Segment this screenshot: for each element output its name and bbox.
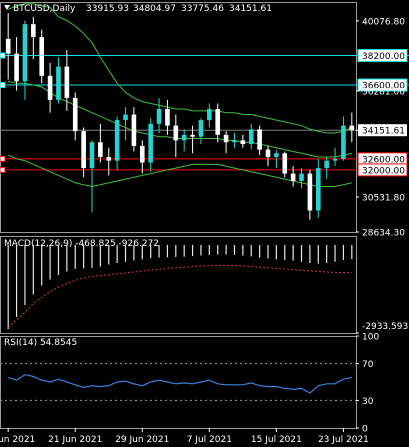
candle-body[interactable] (81, 131, 86, 169)
rsi-label: RSI(14) 54.8545 (4, 338, 77, 348)
level-handle (0, 166, 6, 173)
candle-body[interactable] (190, 134, 195, 137)
candle-body[interactable] (64, 66, 70, 98)
candle-body[interactable] (215, 109, 221, 135)
level-price-label: 32600.00 (362, 155, 405, 165)
rsi-tick-label: 0 (362, 425, 368, 435)
candle-body[interactable] (131, 114, 137, 146)
level-handle (0, 155, 6, 162)
candle-body[interactable] (232, 140, 237, 143)
bollinger-middle (8, 80, 352, 158)
level-box (357, 78, 408, 92)
price-tick-label: 34151.61 (362, 127, 405, 137)
candle-body[interactable] (290, 173, 296, 181)
candles[interactable] (5, 13, 355, 220)
ohlc-close: 34151.61 (229, 4, 272, 14)
candle-body[interactable] (240, 140, 246, 145)
level-box (357, 163, 408, 177)
time-tick-label: 23 Jul 2021 (318, 435, 369, 445)
candle-body[interactable] (114, 120, 120, 161)
ohlc-low: 33775.46 (181, 4, 224, 14)
rsi-line (8, 373, 352, 394)
macd-axis-label: -2933.593 (362, 322, 408, 332)
candle-body[interactable] (123, 114, 128, 121)
candle-body[interactable] (257, 129, 262, 150)
chart-header: BTCUSD,Daily 33915.93 34804.97 33775.46 … (4, 4, 272, 14)
current-price-box (358, 124, 407, 137)
macd-label: MACD(12,26,9) -468.825 -926.272 (4, 239, 159, 249)
candle-body[interactable] (198, 120, 204, 137)
candle-body[interactable] (47, 75, 53, 100)
time-axis: 13 Jun 2021 21 Jun 2021 29 Jun 2021 7 Jul 2… (0, 428, 369, 445)
price-tick-label: 28634.30 (362, 229, 405, 239)
level-price-label: 38200.00 (362, 52, 405, 62)
level-handle (0, 52, 6, 59)
level-price-label: 36600.00 (362, 82, 405, 92)
price-tick-label: 30531.80 (362, 193, 405, 203)
candle-body[interactable] (39, 37, 45, 76)
bollinger-lower (7, 154, 352, 188)
time-tick-label: 7 Jul 2021 (187, 435, 232, 445)
symbol-label: BTCUSD,Daily (13, 4, 76, 14)
candle-body[interactable] (165, 109, 170, 126)
candle-body[interactable] (349, 125, 355, 131)
candle-body[interactable] (72, 97, 78, 132)
candle-body[interactable] (207, 109, 212, 121)
level-handle (0, 82, 6, 89)
candle-body[interactable] (22, 24, 28, 82)
candle-body[interactable] (89, 142, 95, 169)
candle-body[interactable] (181, 134, 187, 141)
candle-body[interactable] (324, 160, 329, 169)
panel-frame-2 (0, 336, 357, 429)
candle-body[interactable] (341, 125, 346, 159)
time-tick-label: 13 Jun 2021 (0, 435, 35, 445)
candle-body[interactable] (14, 53, 19, 82)
candle-body[interactable] (31, 24, 36, 38)
price-tick-label: 40076.80 (362, 17, 405, 27)
rsi-panel: 100 70 30 0 (0, 333, 379, 435)
candle-body[interactable] (248, 129, 254, 145)
candle-body[interactable] (106, 156, 112, 161)
candle-body[interactable] (299, 173, 304, 181)
chart-frame (0, 2, 357, 429)
candle-body[interactable] (315, 168, 321, 211)
candle-body[interactable] (274, 153, 279, 157)
candle-body[interactable] (307, 173, 313, 211)
candle-body[interactable] (156, 109, 162, 124)
ohlc-open: 33915.93 (86, 4, 129, 14)
candle-body[interactable] (148, 123, 153, 163)
time-tick-label: 21 Jun 2021 (48, 435, 102, 445)
level-box (357, 49, 408, 63)
rsi-tick-label: 100 (362, 333, 379, 343)
ohlc-high: 34804.97 (133, 4, 176, 14)
bollinger-upper (7, 3, 353, 134)
candle-body[interactable] (265, 149, 271, 157)
rsi-tick-label: 70 (362, 360, 374, 370)
macd-panel: -2933.593 (7, 244, 408, 334)
candle-body[interactable] (98, 142, 103, 157)
candle-body[interactable] (139, 145, 145, 163)
time-tick-label: 29 Jun 2021 (115, 435, 169, 445)
panel-frame-1 (0, 236, 357, 334)
rsi-tick-label: 30 (362, 397, 374, 407)
bollinger-bands (7, 3, 353, 188)
candle-body[interactable] (282, 153, 288, 174)
candle-body[interactable] (173, 125, 179, 141)
level-price-label: 32000.00 (362, 166, 405, 176)
panel-frame-0 (0, 2, 357, 233)
candle-body[interactable] (5, 38, 11, 54)
price-tick-label: 36281.00 (362, 87, 405, 97)
time-tick-label: 15 Jul 2021 (251, 435, 302, 445)
candle-body[interactable] (332, 158, 338, 161)
triangle-down-icon[interactable] (4, 5, 10, 10)
candle-body[interactable] (223, 134, 229, 143)
candle-body[interactable] (56, 66, 61, 100)
macd-signal-line (7, 264, 352, 328)
